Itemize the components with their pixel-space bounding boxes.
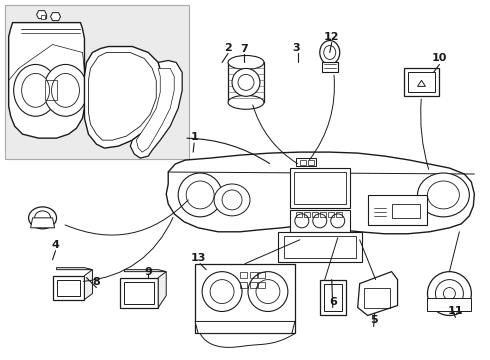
Bar bbox=[294, 172, 346, 204]
Ellipse shape bbox=[28, 207, 56, 229]
Bar bbox=[250, 272, 257, 278]
Ellipse shape bbox=[51, 73, 79, 107]
Ellipse shape bbox=[232, 68, 260, 96]
Ellipse shape bbox=[14, 64, 57, 116]
Polygon shape bbox=[84, 270, 93, 300]
Bar bbox=[328, 212, 334, 217]
Bar bbox=[312, 212, 318, 217]
Bar bbox=[124, 282, 154, 303]
Ellipse shape bbox=[44, 64, 87, 116]
Ellipse shape bbox=[186, 181, 214, 209]
Ellipse shape bbox=[417, 173, 469, 217]
Text: 1: 1 bbox=[190, 132, 198, 142]
Bar bbox=[52, 276, 84, 300]
Ellipse shape bbox=[256, 280, 280, 303]
Bar bbox=[5, 5, 189, 159]
Bar bbox=[41, 15, 45, 19]
Bar bbox=[336, 212, 342, 217]
Polygon shape bbox=[30, 218, 54, 228]
Ellipse shape bbox=[210, 280, 234, 303]
Text: 5: 5 bbox=[370, 315, 377, 325]
Bar bbox=[290, 168, 350, 208]
Text: 10: 10 bbox=[432, 54, 447, 63]
Text: 7: 7 bbox=[240, 44, 248, 54]
Ellipse shape bbox=[178, 173, 222, 217]
Polygon shape bbox=[9, 23, 84, 138]
Bar bbox=[324, 284, 342, 311]
Ellipse shape bbox=[228, 55, 264, 69]
Bar bbox=[404, 68, 440, 96]
Bar bbox=[304, 212, 310, 217]
Polygon shape bbox=[158, 272, 166, 307]
Polygon shape bbox=[195, 321, 295, 333]
Text: 9: 9 bbox=[145, 267, 152, 276]
Ellipse shape bbox=[214, 184, 250, 216]
Text: 8: 8 bbox=[93, 276, 100, 287]
Ellipse shape bbox=[427, 181, 460, 209]
Ellipse shape bbox=[295, 214, 309, 228]
Bar bbox=[240, 282, 247, 288]
Ellipse shape bbox=[324, 45, 336, 59]
Bar bbox=[56, 280, 80, 296]
Bar bbox=[392, 204, 419, 218]
Bar bbox=[45, 80, 56, 100]
Ellipse shape bbox=[427, 272, 471, 315]
Bar bbox=[284, 236, 356, 258]
Polygon shape bbox=[124, 270, 166, 272]
Polygon shape bbox=[358, 272, 397, 315]
Text: 3: 3 bbox=[292, 42, 300, 53]
Polygon shape bbox=[56, 268, 93, 270]
Ellipse shape bbox=[238, 75, 254, 90]
Ellipse shape bbox=[248, 272, 288, 311]
Bar bbox=[320, 212, 326, 217]
Bar bbox=[290, 210, 350, 232]
Ellipse shape bbox=[331, 214, 345, 228]
Bar bbox=[258, 282, 265, 288]
Polygon shape bbox=[166, 152, 474, 234]
Bar bbox=[368, 195, 427, 225]
Text: 11: 11 bbox=[448, 306, 463, 316]
Polygon shape bbox=[89, 53, 156, 140]
Ellipse shape bbox=[35, 211, 50, 225]
Ellipse shape bbox=[436, 280, 464, 307]
Polygon shape bbox=[136, 68, 174, 152]
Text: 13: 13 bbox=[191, 253, 206, 263]
Ellipse shape bbox=[228, 95, 264, 109]
Bar bbox=[320, 280, 346, 315]
Bar bbox=[278, 232, 362, 262]
Ellipse shape bbox=[320, 41, 340, 64]
Bar bbox=[300, 160, 306, 165]
Polygon shape bbox=[37, 11, 47, 19]
Text: 4: 4 bbox=[51, 240, 59, 250]
Polygon shape bbox=[84, 46, 162, 148]
Bar bbox=[250, 282, 257, 288]
Ellipse shape bbox=[222, 190, 242, 210]
Bar bbox=[364, 288, 390, 307]
Bar bbox=[258, 272, 265, 278]
Ellipse shape bbox=[443, 288, 455, 300]
Polygon shape bbox=[50, 13, 61, 21]
Text: 12: 12 bbox=[324, 32, 340, 41]
Bar bbox=[195, 264, 295, 333]
Polygon shape bbox=[130, 60, 182, 158]
Bar bbox=[296, 158, 316, 166]
Bar bbox=[308, 160, 314, 165]
Text: 2: 2 bbox=[224, 42, 232, 53]
Bar bbox=[240, 272, 247, 278]
Bar bbox=[228, 62, 264, 102]
Ellipse shape bbox=[202, 272, 242, 311]
Text: 6: 6 bbox=[329, 297, 337, 306]
Bar bbox=[322, 62, 338, 72]
Bar bbox=[408, 72, 436, 92]
Bar bbox=[296, 212, 302, 217]
Bar bbox=[121, 278, 158, 307]
Bar bbox=[427, 298, 471, 311]
Ellipse shape bbox=[313, 214, 327, 228]
Ellipse shape bbox=[22, 73, 49, 107]
